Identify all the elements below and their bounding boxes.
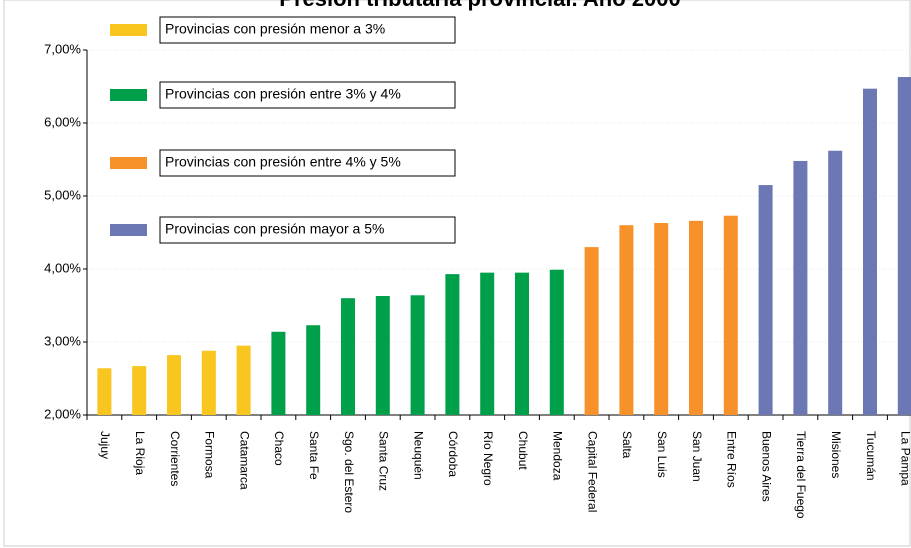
x-tick-label: Chubut [516, 431, 530, 470]
x-tick-label: Córdoba [446, 431, 460, 477]
legend-label: Provincias con presión entre 3% y 4% [165, 86, 401, 102]
x-tick-label: Neuquén [411, 431, 425, 480]
bar [828, 150, 843, 416]
x-tick-label: La Rioja [133, 431, 147, 475]
legend-swatch [110, 89, 147, 101]
x-tick-label: Jujuy [98, 431, 112, 459]
y-tick-label: 2,00% [44, 406, 81, 421]
legend-box [159, 81, 456, 109]
chart-title: Presión tributaria provincial. Año 2000 [279, 0, 680, 11]
y-tick-label: 5,00% [44, 187, 81, 202]
bar [619, 225, 634, 415]
x-tick-label: Salta [620, 431, 634, 459]
x-tick-label: Buenos Aires [759, 431, 773, 502]
x-tick-label: Entre Ríos [725, 431, 739, 488]
bar [410, 295, 425, 415]
legend-label: Provincias con presión mayor a 5% [165, 221, 384, 237]
bar [654, 223, 669, 415]
y-tick-label: 7,00% [44, 41, 81, 56]
y-tick-label: 3,00% [44, 333, 81, 348]
bar [201, 350, 216, 415]
legend-swatch [110, 24, 147, 36]
x-tick-label: San Luis [655, 431, 669, 478]
bar [341, 298, 355, 415]
legend-swatch [110, 224, 147, 236]
x-tick-label: Tucumán [864, 431, 878, 481]
x-tick-label: La Pampa [899, 431, 911, 486]
bar [549, 269, 564, 415]
bar [445, 274, 460, 415]
legend-label: Provincias con presión entre 4% y 5% [165, 154, 401, 170]
x-tick-label: Formosa [203, 431, 217, 479]
bar [306, 325, 321, 415]
legend-label: Provincias con presión menor a 3% [165, 21, 385, 37]
bar [132, 366, 147, 415]
legend-box [159, 16, 456, 44]
x-tick-label: Corrientes [168, 431, 182, 486]
bar [167, 355, 181, 415]
bar [236, 345, 251, 415]
bar [723, 215, 738, 415]
bar [375, 296, 390, 415]
x-tick-label: Capital Federal [585, 431, 599, 512]
x-tick-label: Santa Fe [307, 431, 321, 480]
x-tick-label: Sgo. del Estero [342, 431, 356, 513]
y-tick-label: 6,00% [44, 114, 81, 129]
y-tick-label: 4,00% [44, 260, 81, 275]
legend-box [159, 216, 456, 244]
x-tick-label: Misiones [829, 431, 843, 478]
bar [863, 88, 877, 415]
x-tick-label: Santa Cruz [377, 431, 391, 491]
bar [480, 272, 495, 415]
bar [515, 272, 529, 415]
x-tick-label: Catamarca [237, 431, 251, 490]
x-tick-label: San Juan [690, 431, 704, 482]
bar [897, 77, 911, 415]
x-tick-label: Río Negro [481, 431, 495, 486]
legend-box [159, 149, 456, 177]
x-tick-label: Mendoza [551, 431, 565, 481]
bar [584, 247, 599, 415]
bar [758, 185, 773, 415]
bar [793, 160, 808, 415]
legend-swatch [110, 157, 147, 169]
bar [271, 331, 286, 415]
bar [689, 220, 703, 415]
bar [97, 368, 112, 415]
x-tick-label: Chaco [272, 431, 286, 466]
x-tick-label: Tierra del Fuego [794, 431, 808, 519]
